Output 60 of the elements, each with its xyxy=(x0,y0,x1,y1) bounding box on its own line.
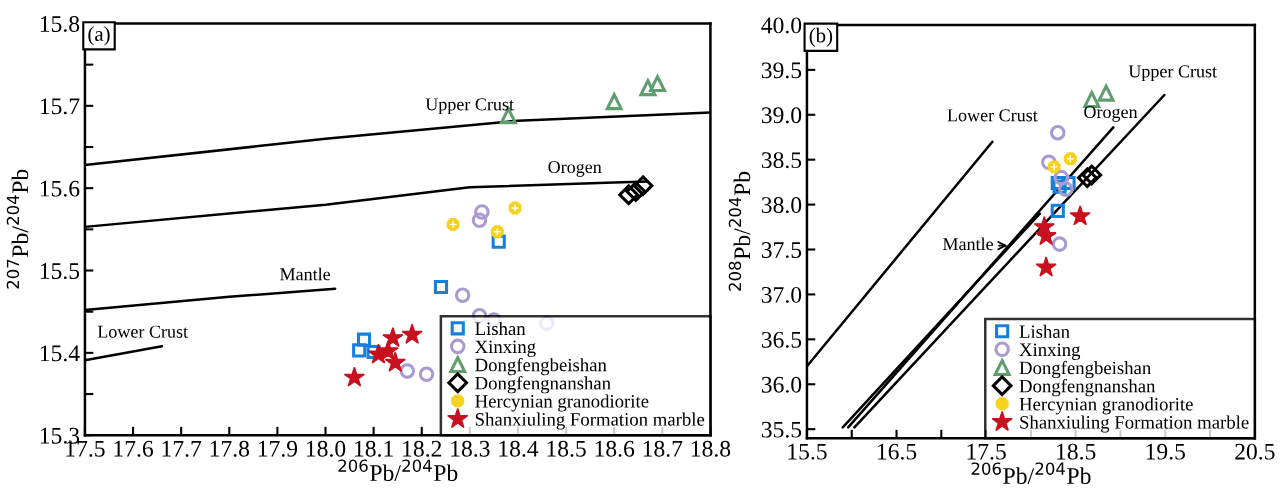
series-label: Upper Crust xyxy=(1128,65,1217,82)
legend-label: Dongfengbeishan xyxy=(1019,360,1151,379)
annotation: (a) xyxy=(88,26,110,46)
legend-label: Lishan xyxy=(475,321,526,336)
legend-label: Dongfengbeishan xyxy=(475,357,607,376)
x-tick-label: 16.5 xyxy=(877,443,917,460)
x-axis-title: $^{206}$Pb/$^{204}$Pb xyxy=(338,459,458,482)
legend-label: Hercynian granodiorite xyxy=(1019,397,1193,415)
legend-label: Xinxing xyxy=(475,340,536,357)
y-axis-title: $^{208}$Pb/$^{204}$Pb xyxy=(728,171,751,291)
x-tick-label: 18.7 xyxy=(643,440,683,457)
legend-label: Lishan xyxy=(1019,324,1070,339)
series-label: Orogen xyxy=(1084,105,1138,122)
x-tick-label: 18.6 xyxy=(595,440,635,457)
series-label: Lower Crust xyxy=(947,109,1038,122)
y-tick-label: 15.5 xyxy=(40,263,80,280)
x-tick-label: 18.5 xyxy=(1057,443,1096,460)
y-tick-label: 36.5 xyxy=(761,331,802,348)
x-tick-label: 20.5 xyxy=(1235,443,1275,460)
y-tick-label: 15.4 xyxy=(40,345,80,362)
y-tick-label: 37.0 xyxy=(761,286,802,303)
x-tick-label: 18.8 xyxy=(691,440,731,457)
x-tick-label: 18.1 xyxy=(355,440,393,457)
x-tick-label: 17.6 xyxy=(114,440,154,457)
y-tick-label: 15.8 xyxy=(40,15,80,32)
y-tick-label: 36.0 xyxy=(761,376,802,393)
legend-label: Dongfengnanshan xyxy=(475,376,611,394)
y-tick-label: 38.0 xyxy=(761,197,802,214)
x-tick-label: 17.8 xyxy=(210,440,250,457)
legend-label: Dongfengnanshan xyxy=(1019,379,1156,397)
y-tick-label: 37.5 xyxy=(761,242,802,259)
series-label: Upper Crust xyxy=(425,98,514,115)
annotation: (b) xyxy=(809,27,833,47)
y-tick-label: 15.7 xyxy=(40,98,80,115)
series-label: Lower Crust xyxy=(97,325,188,338)
legend-label: Xinxing xyxy=(1019,343,1081,360)
series-label: Mantle xyxy=(942,237,993,251)
x-tick-label: 17.7 xyxy=(162,440,202,457)
x-tick-label: 17.9 xyxy=(258,440,298,457)
y-tick-label: 35.5 xyxy=(761,421,802,438)
y-tick-label: 38.5 xyxy=(761,152,802,169)
y-tick-label: 15.6 xyxy=(40,180,80,197)
legend-label: Shanxiuling Formation marble xyxy=(475,412,705,430)
x-tick-label: 17.5 xyxy=(967,443,1006,460)
y-axis-title: $^{207}$Pb/$^{204}$Pb xyxy=(6,169,29,289)
x-axis-title: $^{206}$Pb/$^{204}$Pb xyxy=(971,462,1091,484)
x-tick-label: 15.5 xyxy=(788,443,827,460)
legend-label: Hercynian granodiorite xyxy=(475,394,649,412)
x-tick-label: 18.4 xyxy=(499,440,539,457)
x-tick-label: 19.5 xyxy=(1146,443,1185,460)
x-tick-label: 18.0 xyxy=(306,440,346,457)
series-label: Orogen xyxy=(548,160,602,177)
series-label: Mantle xyxy=(280,267,331,281)
x-tick-label: 18.5 xyxy=(547,440,586,457)
y-tick-label: 40.0 xyxy=(761,17,802,34)
x-tick-label: 18.3 xyxy=(451,440,490,457)
y-tick-label: 39.5 xyxy=(761,62,802,79)
x-tick-label: 18.2 xyxy=(403,440,442,457)
legend-label: Shanxiuling Formation marble xyxy=(1020,415,1249,433)
y-tick-label: 39.0 xyxy=(761,107,802,124)
